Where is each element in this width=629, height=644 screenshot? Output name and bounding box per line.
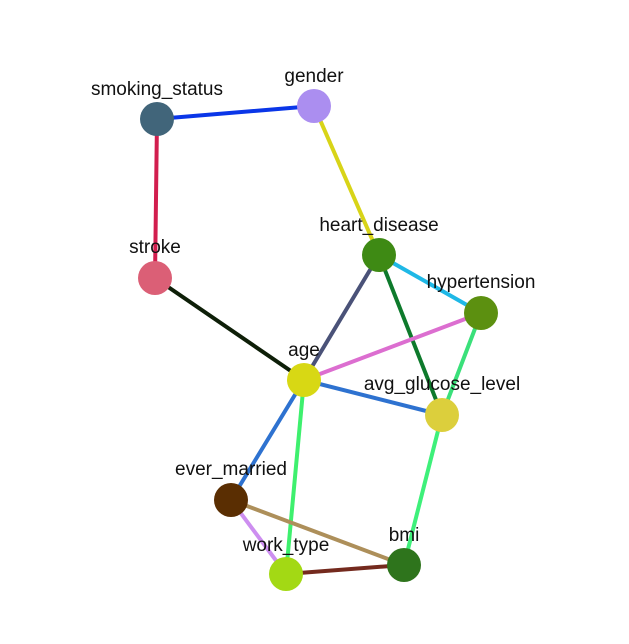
edge-age-avg_glucose_level	[302, 378, 444, 417]
edge-hypertension-avg_glucose_level	[440, 311, 483, 417]
node-label-age: age	[288, 340, 320, 361]
node-hypertension[interactable]	[464, 296, 498, 330]
edge-work_type-bmi	[284, 563, 406, 576]
edge-ever_married-bmi	[229, 498, 406, 567]
edge-gender-heart_disease	[312, 104, 381, 257]
edge-stroke-age	[153, 276, 306, 382]
node-age[interactable]	[287, 363, 321, 397]
labels-layer: smoking_status gender stroke heart_diseaseh…	[91, 66, 535, 556]
edge-heart_disease-hypertension	[377, 253, 483, 315]
node-label-ever_married: ever_married	[175, 459, 287, 480]
edge-smoking_status-gender	[155, 104, 316, 121]
node-avg_glucose_level[interactable]	[425, 398, 459, 432]
node-label-bmi: bmi	[389, 525, 420, 546]
node-label-heart_disease: heart_disease	[319, 215, 438, 236]
edge-heart_disease-age	[302, 253, 381, 382]
node-bmi[interactable]	[387, 548, 421, 582]
node-work_type[interactable]	[269, 557, 303, 591]
node-stroke[interactable]	[138, 261, 172, 295]
edge-heart_disease-avg_glucose_level	[377, 253, 444, 417]
edge-hypertension-age	[302, 311, 483, 382]
node-heart_disease[interactable]	[362, 238, 396, 272]
node-label-hypertension: hypertension	[427, 272, 536, 293]
node-label-avg_glucose_level: avg_glucose_level	[364, 374, 520, 395]
edge-age-work_type	[284, 378, 306, 576]
edge-smoking_status-stroke	[153, 117, 159, 280]
node-label-work_type: work_type	[242, 535, 330, 556]
node-ever_married[interactable]	[214, 483, 248, 517]
node-label-stroke: stroke	[129, 237, 181, 258]
node-smoking_status[interactable]	[140, 102, 174, 136]
edge-age-ever_married	[229, 378, 306, 502]
edge-avg_glucose_level-bmi	[402, 413, 444, 567]
node-label-smoking_status: smoking_status	[91, 79, 223, 100]
node-label-gender: gender	[284, 66, 344, 87]
nodes-layer	[138, 89, 498, 591]
node-gender[interactable]	[297, 89, 331, 123]
